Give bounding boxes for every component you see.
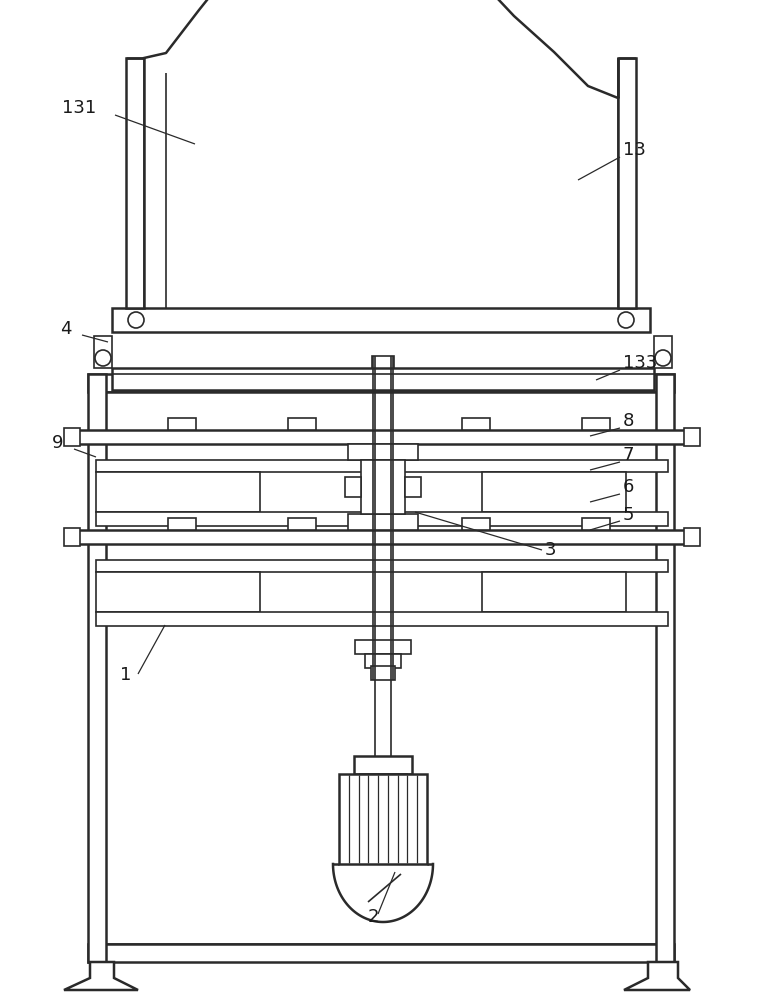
Bar — [94, 336, 112, 368]
Text: 1: 1 — [120, 666, 132, 684]
Bar — [345, 477, 361, 497]
Bar — [88, 374, 674, 392]
Bar — [618, 58, 636, 308]
Bar — [96, 612, 668, 626]
Bar — [168, 418, 196, 430]
Bar — [348, 444, 418, 460]
Bar — [112, 308, 650, 332]
Bar — [360, 774, 406, 786]
Text: 8: 8 — [623, 412, 634, 430]
Text: 13: 13 — [623, 141, 646, 159]
Bar — [88, 374, 106, 962]
Bar — [288, 418, 316, 430]
Bar — [96, 460, 668, 472]
Text: 3: 3 — [545, 541, 557, 559]
Bar — [96, 560, 668, 572]
Text: 5: 5 — [623, 506, 634, 524]
Bar — [365, 654, 401, 668]
Bar — [684, 528, 700, 546]
Bar — [372, 356, 394, 374]
Bar — [656, 374, 674, 962]
Bar — [88, 944, 674, 962]
Bar — [168, 518, 196, 530]
Text: 133: 133 — [623, 354, 657, 372]
Bar — [462, 418, 490, 430]
Bar — [78, 530, 686, 544]
Bar — [126, 58, 144, 308]
Bar — [582, 518, 610, 530]
Text: 9: 9 — [52, 434, 64, 452]
Bar — [482, 572, 626, 612]
Polygon shape — [64, 962, 138, 990]
Bar — [288, 518, 316, 530]
Bar — [355, 640, 411, 654]
Text: 6: 6 — [623, 478, 634, 496]
Text: 4: 4 — [60, 320, 71, 338]
Bar — [112, 368, 654, 390]
Bar — [96, 572, 260, 612]
Polygon shape — [624, 962, 690, 990]
Bar — [354, 756, 412, 774]
Bar — [684, 428, 700, 446]
Bar — [64, 428, 80, 446]
Bar — [654, 336, 672, 368]
Bar — [462, 518, 490, 530]
Bar — [482, 472, 626, 512]
Bar — [348, 514, 418, 530]
Bar — [361, 460, 405, 514]
Text: 131: 131 — [62, 99, 97, 117]
Bar — [405, 477, 421, 497]
Bar — [78, 430, 686, 444]
Bar — [96, 472, 260, 512]
Text: 2: 2 — [368, 908, 379, 926]
Bar — [582, 418, 610, 430]
Bar — [371, 666, 395, 680]
Bar — [339, 774, 427, 864]
Bar — [64, 528, 80, 546]
Text: 7: 7 — [623, 446, 634, 464]
Bar — [96, 512, 668, 526]
